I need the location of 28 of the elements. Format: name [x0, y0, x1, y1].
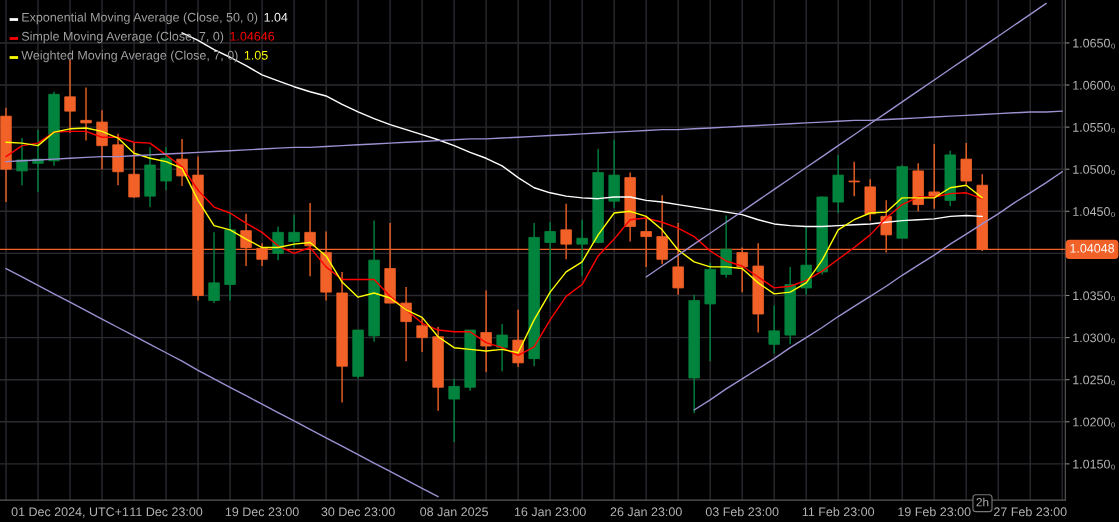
x-tick-label: 11 Feb 23:00	[802, 507, 875, 517]
x-tick-label: 19 Dec 23:00	[225, 507, 299, 517]
x-tick-label: 03 Feb 23:00	[705, 507, 779, 517]
x-tick-label: 11 Dec 23:00	[130, 507, 203, 517]
y-tick-label: 1.0650₀	[1073, 38, 1115, 49]
y-tick-label: 1.0250₀	[1073, 375, 1115, 386]
y-tick-label: 1.0200₀	[1073, 417, 1115, 428]
x-tick-label: 27 Feb 23:00	[994, 507, 1067, 517]
x-tick-label: 16 Jan 23:00	[514, 507, 586, 517]
y-tick-label: 1.0450₀	[1073, 207, 1115, 217]
y-tick-label: 1.0600₀	[1073, 80, 1115, 91]
annotation: 1.04646	[230, 31, 275, 41]
x-tick-label: 01 Dec 2024, UTC+1	[11, 507, 129, 518]
annotation: 1.04	[264, 12, 288, 22]
y-tick-label: 1.0150₀	[1073, 459, 1115, 470]
x-tick-label: 19 Feb 23:00	[898, 507, 971, 517]
x-tick-label: 30 Dec 23:00	[321, 507, 395, 517]
annotation: 2h	[976, 497, 989, 507]
y-tick-label: 1.0500₀	[1073, 165, 1115, 175]
legend-label: Exponential Moving Average (Close, 50, 0)	[22, 12, 258, 25]
annotation: 1.05	[244, 50, 268, 60]
legend-label: Simple Moving Average (Close, 7, 0)	[21, 31, 224, 44]
y-tick-label: 1.0550₀	[1073, 122, 1115, 133]
y-tick-label: 1.0300₀	[1073, 333, 1115, 344]
x-tick-label: 08 Jan 2025	[420, 507, 488, 517]
y-tick-label: 1.0350₀	[1073, 291, 1115, 302]
ref-line-label: 1.04048	[1070, 243, 1115, 253]
x-tick-label: 26 Jan 23:00	[610, 507, 682, 517]
